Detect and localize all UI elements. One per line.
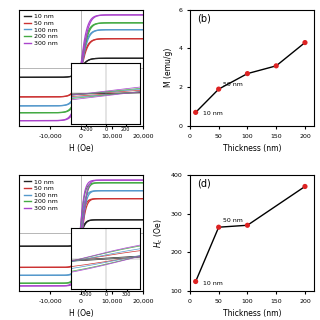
Point [193,110,198,115]
Point [302,40,308,45]
Legend: 10 nm, 50 nm, 100 nm, 200 nm, 300 nm: 10 nm, 50 nm, 100 nm, 200 nm, 300 nm [22,178,59,212]
Text: 50 nm: 50 nm [223,82,243,87]
Point [245,71,250,76]
X-axis label: H (Oe): H (Oe) [69,144,93,153]
X-axis label: Thickness (nm): Thickness (nm) [222,144,281,153]
Point [216,86,221,92]
Text: 10 nm: 10 nm [203,111,222,116]
Y-axis label: M (emu/g): M (emu/g) [164,48,173,87]
Text: 50 nm: 50 nm [223,218,243,223]
X-axis label: H (Oe): H (Oe) [69,309,93,318]
Text: (b): (b) [197,13,211,23]
X-axis label: Thickness (nm): Thickness (nm) [222,309,281,318]
Point [216,225,221,230]
Text: (d): (d) [197,178,211,188]
Legend: 10 nm, 50 nm, 100 nm, 200 nm, 300 nm: 10 nm, 50 nm, 100 nm, 200 nm, 300 nm [22,13,59,47]
Point [274,63,279,68]
Text: 10 nm: 10 nm [203,281,222,286]
Point [302,184,308,189]
Point [193,279,198,284]
Y-axis label: $H_c$ (Oe): $H_c$ (Oe) [152,218,165,248]
Point [245,223,250,228]
